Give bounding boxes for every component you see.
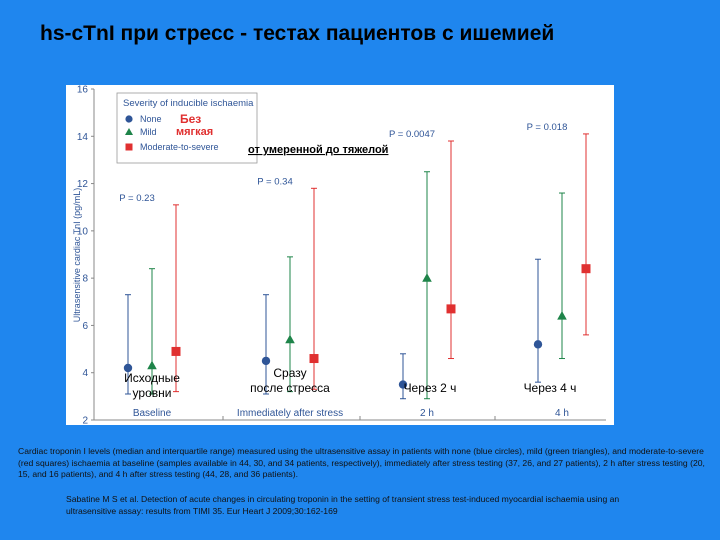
legend-entry-none: None <box>140 114 162 124</box>
legend-ru-mild: мягкая <box>176 126 213 138</box>
legend-box <box>116 92 258 164</box>
p-value-label: P = 0.018 <box>527 122 568 133</box>
data-point-moderate <box>171 346 181 356</box>
p-value-label: P = 0.34 <box>257 176 292 187</box>
category-ru-4h: Через 4 ч <box>524 381 577 395</box>
data-point-mild <box>147 360 157 370</box>
p-value-label: P = 0.0047 <box>389 129 435 140</box>
slide-title: hs-cTnI при стресс - тестах пациентов с … <box>40 22 555 45</box>
data-point-none <box>261 356 271 366</box>
p-value-label: P = 0.23 <box>119 193 154 204</box>
data-point-mild <box>422 273 432 282</box>
plot-area: 2 4 6 8 10 12 14 16 Baseline Immediately after st… <box>77 85 606 427</box>
x-tick-label: 2 h <box>420 408 434 419</box>
data-point-moderate <box>446 304 456 314</box>
category-ru-2h: Через 2 ч <box>404 381 457 395</box>
data-point-none <box>533 340 543 349</box>
category-ru-baseline: Исходные уровни <box>124 371 180 400</box>
y-tick-label: 8 <box>82 274 88 285</box>
legend-ru-moderate: от умеренной до тяжелой <box>248 144 388 156</box>
category-ru-immediately: Сразу после стресса <box>250 366 330 395</box>
legend-entry-moderate: Moderate-to-severe <box>140 142 219 152</box>
reference: Sabatine M S et al. Detection of acute c… <box>66 494 620 516</box>
legend-entry-mild: Mild <box>140 127 157 137</box>
data-point-mild <box>285 334 295 344</box>
data-point-none <box>398 380 408 389</box>
y-tick-label: 2 <box>82 416 88 427</box>
y-tick-label: 12 <box>77 179 89 190</box>
x-tick-label: 4 h <box>555 408 569 419</box>
y-tick-label: 6 <box>82 321 88 332</box>
category-labels-ru: Исходные уровни Сразу после стресса Через … <box>124 366 576 400</box>
y-tick-label: 16 <box>77 85 89 96</box>
x-tick-label: Immediately after stress <box>237 408 343 419</box>
y-tick-label: 4 <box>82 368 88 379</box>
x-tick-label: Baseline <box>133 408 172 419</box>
data-point-moderate <box>309 354 319 364</box>
legend-ru-none: Без <box>180 112 201 126</box>
data-point-moderate <box>581 264 591 274</box>
data-point-none <box>123 363 133 373</box>
figure-caption: Cardiac troponin I levels (median and in… <box>18 446 705 480</box>
legend-title: Severity of inducible ischaemia <box>123 98 254 109</box>
data-point-mild <box>557 310 567 320</box>
y-axis-label: Ultrasensitive cardiac TnI (pg/mL) <box>72 188 82 322</box>
legend-marker-mild <box>125 128 133 135</box>
y-tick-label: 10 <box>77 226 89 237</box>
y-tick-label: 14 <box>77 132 89 143</box>
legend: Severity of inducible ischaemia None Mil… <box>116 92 258 164</box>
legend-marker-moderate <box>125 143 133 151</box>
legend-marker-none <box>125 115 133 123</box>
